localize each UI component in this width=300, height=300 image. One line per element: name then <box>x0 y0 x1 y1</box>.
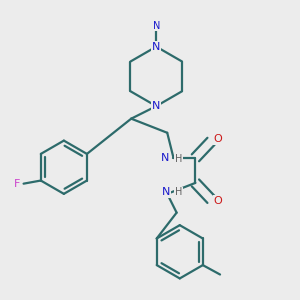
Text: N: N <box>162 187 170 197</box>
Text: N: N <box>152 101 160 111</box>
Text: N: N <box>160 153 169 163</box>
Text: N: N <box>153 21 160 31</box>
Text: N: N <box>152 42 160 52</box>
Text: O: O <box>214 134 222 144</box>
Text: O: O <box>214 196 222 206</box>
Text: F: F <box>14 179 20 189</box>
Text: H: H <box>175 154 182 164</box>
Text: H: H <box>175 187 182 197</box>
